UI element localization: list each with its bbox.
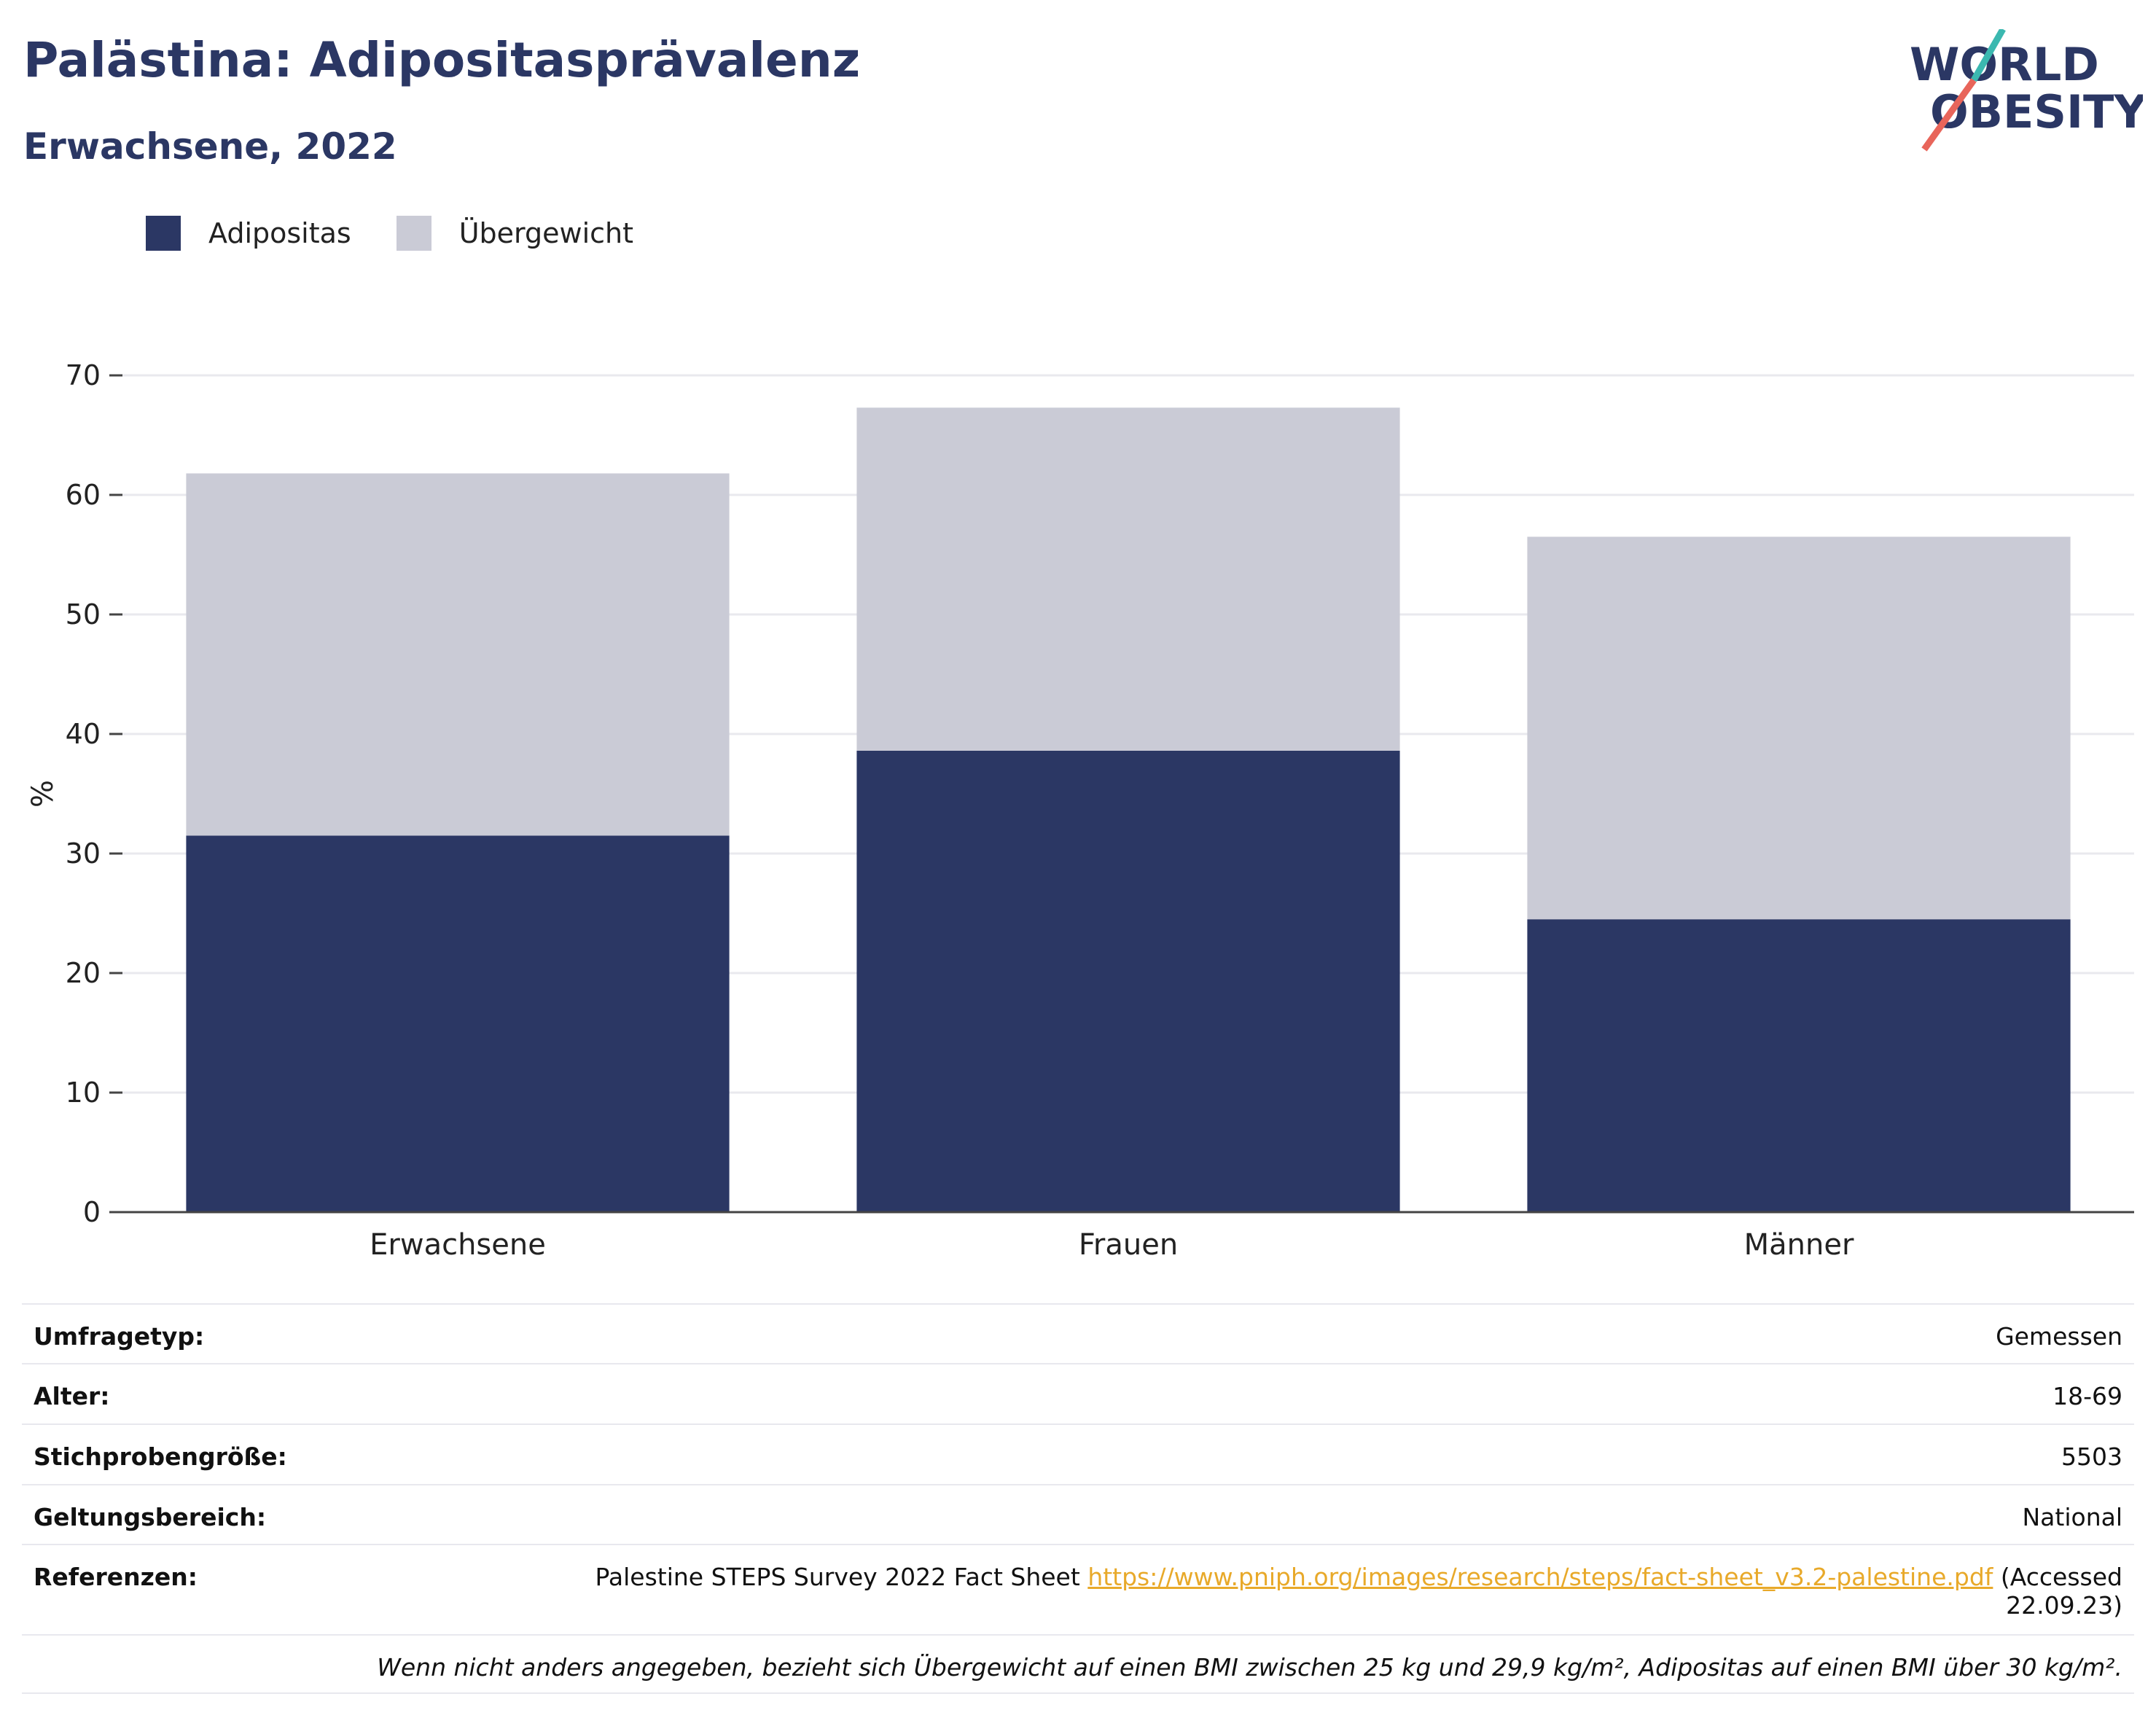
info-row-survey-type: Umfragetyp: Gemessen bbox=[22, 1303, 2134, 1363]
y-tick-label-50: 50 bbox=[66, 598, 101, 630]
age-label: Alter: bbox=[34, 1382, 110, 1410]
y-tick-label-20: 20 bbox=[66, 957, 101, 989]
bar-frauen-adipositas bbox=[856, 750, 1400, 1212]
logo-line1: WORLD bbox=[1910, 38, 2099, 91]
info-row-note: Wenn nicht anders angegeben, bezieht sic… bbox=[22, 1634, 2134, 1694]
scope-label: Geltungsbereich: bbox=[34, 1503, 267, 1531]
info-row-age: Alter: 18-69 bbox=[22, 1363, 2134, 1423]
legend-swatch-uebergewicht bbox=[396, 216, 431, 251]
bar-männer-adipositas bbox=[1527, 919, 2071, 1212]
x-tick-label-männer: Männer bbox=[1744, 1228, 1854, 1262]
y-tick-label-60: 60 bbox=[66, 479, 101, 511]
y-tick-label-10: 10 bbox=[66, 1077, 101, 1109]
bar-chart: 0 10 20 30 40 50 60 70% Erwachsene Frauen Männer bbox=[26, 359, 2134, 1262]
page-title: Palästina: Adipositasprävalenz bbox=[23, 32, 861, 88]
y-tick-label-0: 0 bbox=[83, 1196, 101, 1228]
age-value: 18-69 bbox=[2053, 1382, 2122, 1410]
logo-slash-teal bbox=[1971, 29, 2006, 82]
reference-accessed-date: 22.09.23) bbox=[2006, 1591, 2122, 1620]
y-tick-label-70: 70 bbox=[66, 359, 101, 391]
bar-erwachsene-uebergewicht bbox=[186, 473, 730, 836]
reference-text: Palestine STEPS Survey 2022 Fact Sheet bbox=[595, 1563, 1080, 1591]
reference-accessed: (Accessed bbox=[2000, 1563, 2122, 1591]
bar-frauen-uebergewicht bbox=[856, 407, 1400, 751]
logo-slash-red bbox=[1921, 78, 1977, 152]
survey-type-value: Gemessen bbox=[1996, 1322, 2122, 1351]
x-tick-label-frauen: Frauen bbox=[1079, 1228, 1178, 1262]
x-tick-label-erwachsene: Erwachsene bbox=[370, 1228, 546, 1262]
definition-note: Wenn nicht anders angegeben, bezieht sic… bbox=[377, 1653, 2122, 1682]
legend: Adipositas Übergewicht bbox=[146, 216, 679, 251]
sample-value: 5503 bbox=[2061, 1442, 2122, 1471]
sample-label: Stichprobengröße: bbox=[34, 1442, 287, 1471]
references-value: Palestine STEPS Survey 2022 Fact Sheet h… bbox=[595, 1563, 2122, 1634]
y-tick-label-40: 40 bbox=[66, 718, 101, 750]
bar-männer-uebergewicht bbox=[1527, 536, 2071, 920]
world-obesity-logo: WORLD OBESITY bbox=[1910, 29, 2143, 152]
y-tick-label-30: 30 bbox=[66, 837, 101, 870]
bar-erwachsene-adipositas bbox=[186, 835, 730, 1212]
info-row-references: Referenzen: Palestine STEPS Survey 2022 … bbox=[22, 1544, 2134, 1634]
references-label: Referenzen: bbox=[34, 1563, 198, 1591]
info-row-sample: Stichprobengröße: 5503 bbox=[22, 1423, 2134, 1484]
reference-link[interactable]: https://www.pniph.org/images/research/st… bbox=[1087, 1563, 1993, 1591]
legend-swatch-adipositas bbox=[146, 216, 181, 251]
page-subtitle: Erwachsene, 2022 bbox=[23, 125, 397, 168]
legend-label-uebergewicht: Übergewicht bbox=[458, 217, 633, 249]
info-table: Umfragetyp: Gemessen Alter: 18-69 Stichp… bbox=[22, 1303, 2134, 1694]
y-axis-label: % bbox=[26, 780, 60, 808]
legend-label-adipositas: Adipositas bbox=[208, 217, 351, 249]
survey-type-label: Umfragetyp: bbox=[34, 1322, 205, 1351]
scope-value: National bbox=[2022, 1503, 2122, 1531]
info-row-scope: Geltungsbereich: National bbox=[22, 1484, 2134, 1544]
